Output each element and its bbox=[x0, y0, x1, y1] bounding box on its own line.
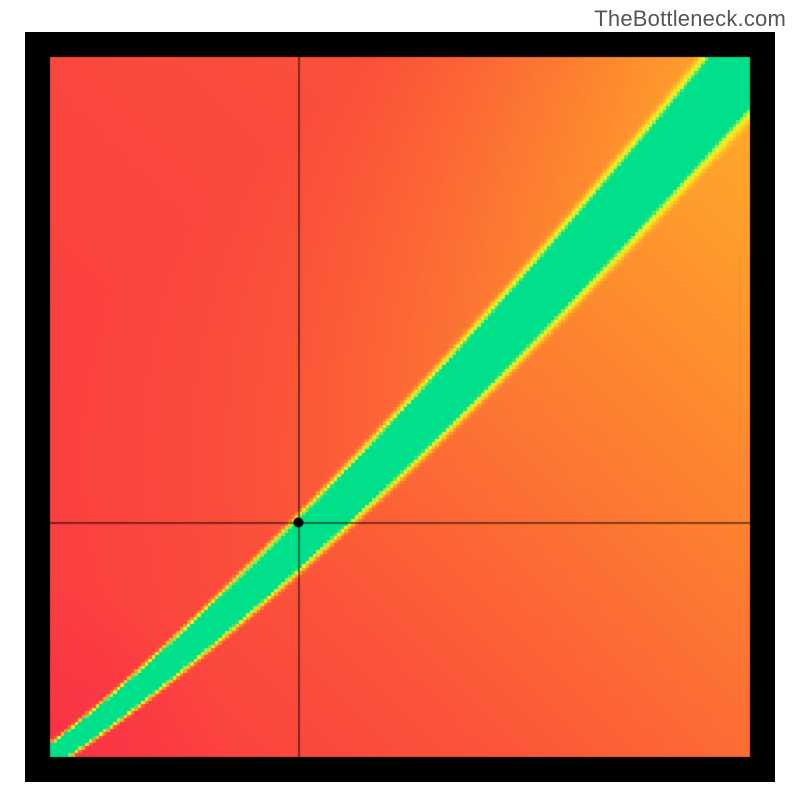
heatmap-plot bbox=[25, 32, 775, 782]
heatmap-canvas bbox=[25, 32, 775, 782]
chart-container: TheBottleneck.com bbox=[0, 0, 800, 800]
watermark-text: TheBottleneck.com bbox=[594, 6, 786, 32]
